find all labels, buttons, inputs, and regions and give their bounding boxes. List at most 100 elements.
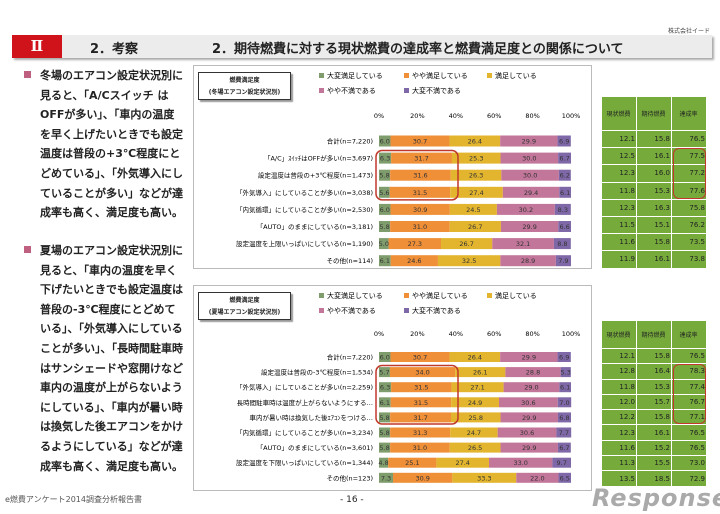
legend-label: 満足している <box>495 72 537 80</box>
bar-segment <box>449 135 501 147</box>
table-cell: 12.2 <box>601 409 637 426</box>
bar-segment <box>390 412 451 423</box>
bar-segment <box>449 352 501 362</box>
data-label: 29.4 <box>524 189 538 197</box>
table-header: 現状燃費 <box>601 96 637 131</box>
bar-segment <box>450 169 502 181</box>
bar-segment <box>500 221 559 232</box>
data-label: 26.7 <box>468 223 482 231</box>
table-cell: 11.6 <box>601 439 637 457</box>
table-cell: 72.9 <box>671 470 707 487</box>
data-label: 29.9 <box>522 444 536 452</box>
data-label: 5.3 <box>561 369 571 377</box>
table-row: 11.6 15.2 76.5 <box>601 439 707 457</box>
bar-segment <box>559 186 571 198</box>
table-row: 12.3 16.3 75.8 <box>601 198 707 217</box>
chart-title-box: 燃費満足度 (夏場エアコン設定状況別) <box>198 292 291 320</box>
category-label: 「内気循環」にしていることが多い(n=3,234) <box>236 428 373 437</box>
bar-segment <box>557 442 571 453</box>
bar-segment <box>379 352 391 362</box>
data-label: 31.5 <box>414 384 428 392</box>
data-label: 6.2 <box>560 172 570 180</box>
table-highlight-box <box>673 364 706 425</box>
table-cell: 15.3 <box>636 378 672 395</box>
table-cell: 12.3 <box>601 424 637 441</box>
legend-swatch <box>319 88 324 93</box>
legend-swatch <box>404 88 409 93</box>
legend-swatch <box>404 308 409 313</box>
bar-segment <box>379 427 391 438</box>
table-cell: 15.3 <box>636 181 672 200</box>
bar-segment <box>497 427 557 438</box>
data-label: 33.0 <box>513 459 527 467</box>
bar-segment <box>557 352 571 362</box>
category-label: その他(n=114) <box>326 256 373 265</box>
bar-segment <box>500 255 556 267</box>
table-cell: 15.8 <box>636 409 672 426</box>
category-label: 「A/C」ｽｲｯﾁはOFFが多い(n=3,697) <box>264 154 373 163</box>
table-cell: 12.0 <box>601 393 637 411</box>
highlight-box <box>375 364 459 425</box>
data-label: 6.0 <box>380 354 390 362</box>
data-label: 6.0 <box>380 138 390 146</box>
bar-segment <box>390 221 450 232</box>
legend-swatch <box>487 73 492 78</box>
bar-segment <box>500 135 558 147</box>
legend-label: 大変不満である <box>412 86 461 95</box>
table-cell: 77.5 <box>671 147 707 166</box>
data-label: 32.5 <box>462 257 476 265</box>
data-label: 26.4 <box>468 354 482 362</box>
table-cell: 77.4 <box>671 378 707 395</box>
page-title: 2．期待燃費に対する現状燃費の達成率と燃費満足度との関係について <box>212 42 624 57</box>
table-cell: 12.3 <box>601 198 637 217</box>
table-header: 達成率 <box>671 320 707 349</box>
data-label: 6.8 <box>559 414 569 422</box>
data-label: 6.7 <box>559 155 569 163</box>
data-label: 29.9 <box>522 414 536 422</box>
data-label: 29.9 <box>522 354 536 362</box>
table-header: 期待燃費 <box>636 320 672 349</box>
data-label: 8.3 <box>558 206 568 214</box>
data-label: 6.9 <box>559 138 569 146</box>
x-tick-label: 40% <box>449 330 463 338</box>
table-cell: 75.8 <box>671 198 707 217</box>
legend-label: やや満足している <box>412 292 468 300</box>
data-label: 27.4 <box>455 459 469 467</box>
data-label: 24.6 <box>407 257 421 265</box>
company-name: 株式会社イード <box>667 28 710 35</box>
data-label: 5.8 <box>379 414 389 422</box>
data-label: 30.9 <box>415 474 429 482</box>
table-cell: 11.5 <box>601 215 637 235</box>
bar-segment <box>449 442 501 453</box>
bar-segment <box>379 412 391 423</box>
bar-segment <box>555 255 571 267</box>
bar-segment <box>390 442 450 453</box>
bar-segment <box>489 457 553 468</box>
bar-segment <box>390 427 451 438</box>
x-tick-label: 80% <box>525 112 539 120</box>
table-row: 13.5 18.5 72.9 <box>601 470 707 487</box>
table-cell: 12.3 <box>601 164 637 183</box>
data-label: 24.7 <box>467 429 481 437</box>
table-cell: 76.5 <box>671 439 707 457</box>
category-label: 設定温度は普段の-3℃程度(n=1,534) <box>261 368 373 377</box>
data-label: 30.0 <box>522 155 536 163</box>
x-tick-label: 0% <box>374 330 384 338</box>
bar-segment <box>437 255 501 267</box>
bar-segment <box>449 221 501 232</box>
data-label: 31.3 <box>413 429 427 437</box>
highlight-box <box>375 149 459 201</box>
data-label: 30.2 <box>519 206 533 214</box>
data-label: 22.0 <box>530 474 544 482</box>
data-label: 26.7 <box>459 240 473 248</box>
data-label: 31.0 <box>413 223 427 231</box>
data-label: 5.8 <box>379 444 389 452</box>
data-label: 6.1 <box>560 384 570 392</box>
data-label: 6.1 <box>380 399 390 407</box>
legend-swatch <box>404 293 409 298</box>
table-cell: 15.7 <box>636 393 672 411</box>
bar-segment <box>390 135 450 147</box>
bar-segment <box>379 238 389 250</box>
table-cell: 15.8 <box>636 129 672 149</box>
table-row: 11.8 15.3 77.4 <box>601 378 707 395</box>
